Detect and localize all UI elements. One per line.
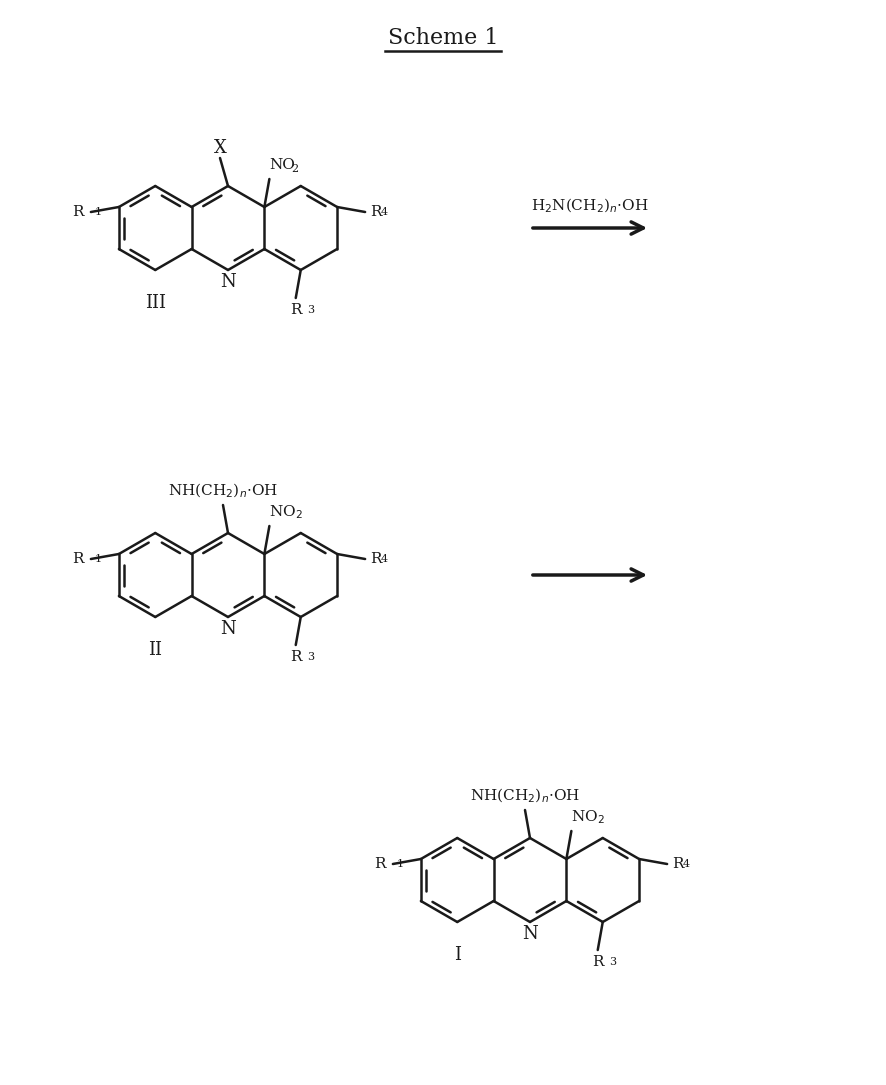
Text: R: R: [672, 857, 684, 871]
Text: 3: 3: [307, 652, 314, 662]
Text: N: N: [220, 273, 236, 291]
Text: 1: 1: [397, 859, 404, 869]
Text: 3: 3: [307, 305, 314, 315]
Text: 1: 1: [95, 554, 102, 564]
Text: NO$_2$: NO$_2$: [269, 503, 303, 521]
Text: R: R: [290, 650, 301, 664]
Text: III: III: [144, 294, 166, 312]
Text: 4: 4: [683, 859, 690, 869]
Text: R: R: [592, 955, 603, 969]
Text: N: N: [522, 926, 538, 943]
Text: NO: NO: [269, 158, 295, 173]
Text: 4: 4: [381, 207, 388, 217]
Text: H$_2$N(CH$_2$)$_n$$\cdot$OH: H$_2$N(CH$_2$)$_n$$\cdot$OH: [532, 196, 649, 215]
Text: NH(CH$_2$)$_n$$\cdot$OH: NH(CH$_2$)$_n$$\cdot$OH: [168, 482, 278, 500]
Text: I: I: [454, 946, 461, 963]
Text: R: R: [290, 303, 301, 317]
Text: R: R: [73, 205, 84, 219]
Text: 1: 1: [95, 207, 102, 217]
Text: R: R: [370, 552, 382, 566]
Text: NH(CH$_2$)$_n$$\cdot$OH: NH(CH$_2$)$_n$$\cdot$OH: [470, 787, 580, 805]
Text: Scheme 1: Scheme 1: [388, 27, 498, 49]
Text: R: R: [375, 857, 386, 871]
Text: N: N: [220, 620, 236, 638]
Text: X: X: [214, 139, 227, 157]
Text: 3: 3: [609, 957, 616, 967]
Text: 4: 4: [381, 554, 388, 564]
Text: II: II: [148, 641, 162, 659]
Text: R: R: [370, 205, 382, 219]
Text: NO$_2$: NO$_2$: [571, 808, 605, 826]
Text: R: R: [73, 552, 84, 566]
Text: 2: 2: [291, 164, 299, 174]
